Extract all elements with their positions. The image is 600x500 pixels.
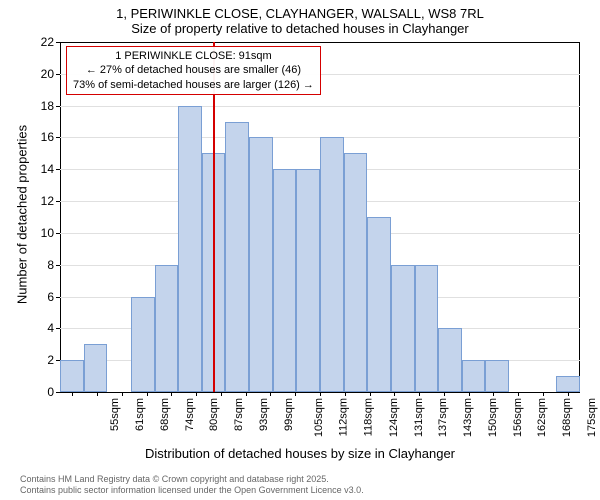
x-tick-label: 124sqm	[388, 398, 400, 437]
footer-copyright-2: Contains public sector information licen…	[20, 485, 364, 495]
y-tick-mark	[56, 265, 60, 266]
title-line1: 1, PERIWINKLE CLOSE, CLAYHANGER, WALSALL…	[0, 6, 600, 21]
x-tick-mark	[221, 392, 222, 396]
histogram-bar	[273, 169, 297, 392]
histogram-bar	[344, 153, 368, 392]
x-tick-mark	[518, 392, 519, 396]
x-tick-label: 93sqm	[258, 398, 270, 431]
y-tick-mark	[56, 233, 60, 234]
y-tick-mark	[56, 201, 60, 202]
x-tick-mark	[493, 392, 494, 396]
histogram-bar	[131, 297, 155, 392]
x-tick-mark	[246, 392, 247, 396]
histogram-bar	[415, 265, 439, 392]
y-tick-mark	[56, 328, 60, 329]
y-tick-label: 22	[24, 35, 54, 49]
y-tick-mark	[56, 106, 60, 107]
x-tick-label: 137sqm	[437, 398, 449, 437]
histogram-bar	[296, 169, 320, 392]
y-tick-mark	[56, 137, 60, 138]
x-tick-label: 80sqm	[208, 398, 220, 431]
x-tick-mark	[270, 392, 271, 396]
x-tick-label: 68sqm	[159, 398, 171, 431]
x-tick-mark	[320, 392, 321, 396]
histogram-bar	[462, 360, 486, 392]
callout-box: 1 PERIWINKLE CLOSE: 91sqm← 27% of detach…	[66, 46, 321, 95]
x-tick-label: 55sqm	[109, 398, 121, 431]
y-tick-label: 4	[24, 321, 54, 335]
x-tick-mark	[370, 392, 371, 396]
callout-line1: 1 PERIWINKLE CLOSE: 91sqm	[73, 49, 314, 63]
histogram-bar	[485, 360, 509, 392]
x-tick-label: 105sqm	[314, 398, 326, 437]
histogram-bar	[155, 265, 179, 392]
x-tick-label: 143sqm	[462, 398, 474, 437]
x-tick-label: 175sqm	[586, 398, 598, 437]
x-tick-mark	[444, 392, 445, 396]
gridline	[60, 106, 580, 107]
x-tick-label: 150sqm	[487, 398, 499, 437]
x-tick-label: 156sqm	[512, 398, 524, 437]
x-tick-mark	[345, 392, 346, 396]
histogram-bar	[320, 137, 344, 392]
y-tick-label: 2	[24, 353, 54, 367]
x-tick-mark	[196, 392, 197, 396]
x-tick-mark	[171, 392, 172, 396]
x-tick-mark	[122, 392, 123, 396]
y-tick-label: 18	[24, 99, 54, 113]
y-tick-mark	[56, 169, 60, 170]
histogram-bar	[84, 344, 108, 392]
x-tick-label: 87sqm	[233, 398, 245, 431]
histogram-bar	[249, 137, 273, 392]
y-tick-mark	[56, 42, 60, 43]
y-tick-mark	[56, 74, 60, 75]
callout-line3: 73% of semi-detached houses are larger (…	[73, 78, 314, 92]
histogram-bar	[367, 217, 391, 392]
y-tick-mark	[56, 392, 60, 393]
x-tick-mark	[419, 392, 420, 396]
y-tick-mark	[56, 297, 60, 298]
x-tick-mark	[568, 392, 569, 396]
title-line2: Size of property relative to detached ho…	[0, 21, 600, 36]
y-axis-line	[60, 42, 61, 392]
histogram-bar	[438, 328, 462, 392]
x-tick-label: 131sqm	[413, 398, 425, 437]
x-tick-mark	[543, 392, 544, 396]
y-tick-label: 20	[24, 67, 54, 81]
histogram-bar	[178, 106, 202, 392]
histogram-bar	[556, 376, 580, 392]
x-tick-label: 99sqm	[283, 398, 295, 431]
x-tick-mark	[147, 392, 148, 396]
x-tick-label: 118sqm	[362, 398, 374, 436]
x-tick-mark	[295, 392, 296, 396]
x-tick-mark	[469, 392, 470, 396]
histogram-bar	[60, 360, 84, 392]
x-tick-label: 162sqm	[536, 398, 548, 437]
x-tick-label: 74sqm	[184, 398, 196, 431]
y-tick-label: 0	[24, 385, 54, 399]
x-tick-mark	[72, 392, 73, 396]
x-tick-mark	[394, 392, 395, 396]
x-axis-title: Distribution of detached houses by size …	[0, 446, 600, 461]
x-tick-mark	[97, 392, 98, 396]
x-tick-label: 168sqm	[561, 398, 573, 437]
x-tick-label: 61sqm	[134, 398, 146, 431]
y-axis-title: Number of detached properties	[15, 115, 30, 315]
histogram-bar	[225, 122, 249, 392]
footer-copyright-1: Contains HM Land Registry data © Crown c…	[20, 474, 329, 484]
histogram-bar	[391, 265, 415, 392]
x-tick-label: 112sqm	[338, 398, 350, 436]
callout-line2: ← 27% of detached houses are smaller (46…	[73, 63, 314, 77]
